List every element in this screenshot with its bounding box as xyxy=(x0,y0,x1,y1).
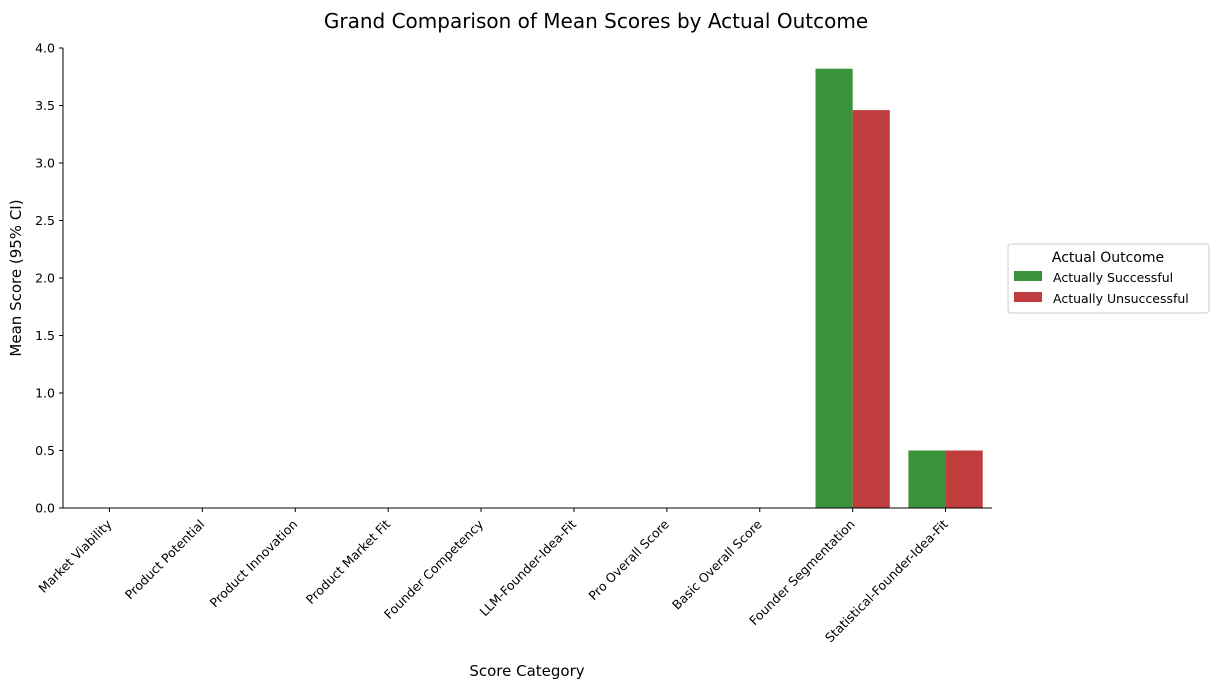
y-tick-label: 0.5 xyxy=(35,443,55,458)
bar-actually-successful-founder-segmentation xyxy=(815,68,853,508)
legend: Actual Outcome Actually Successful Actua… xyxy=(1007,243,1210,314)
y-tick-label: 4.0 xyxy=(35,41,55,56)
x-tick-label-product-innovation: Product Innovation xyxy=(207,517,301,611)
x-axis: Market Viability Product Potential Product… xyxy=(35,507,992,645)
legend-swatch-actually-successful xyxy=(1014,271,1042,281)
legend-frame xyxy=(1007,243,1210,314)
bar-actually-unsuccessful-founder-segmentation xyxy=(852,110,890,508)
x-tick-label-product-potential: Product Potential xyxy=(122,517,208,603)
y-tick-label: 0.0 xyxy=(35,501,55,516)
bars-group xyxy=(815,68,983,508)
bar-actually-unsuccessful-statistical-founder-idea-fit xyxy=(945,450,983,508)
chart-title: Grand Comparison of Mean Scores by Actua… xyxy=(324,9,868,33)
y-axis: 0.0 0.5 1.0 1.5 2.0 2.5 3.0 3.5 4.0 xyxy=(35,41,64,516)
x-tick-label-product-market-fit: Product Market Fit xyxy=(303,516,394,607)
y-axis-label: Mean Score (95% CI) xyxy=(7,199,25,356)
x-tick-label-founder-segmentation: Founder Segmentation xyxy=(746,517,858,629)
x-tick-label-market-viability: Market Viability xyxy=(35,516,115,596)
x-tick-label-llm-founder-idea-fit: LLM-Founder-Idea-Fit xyxy=(476,516,579,619)
y-tick-label: 1.0 xyxy=(35,386,55,401)
y-tick-label: 2.0 xyxy=(35,271,55,286)
x-tick-label-founder-competency: Founder Competency xyxy=(381,516,487,622)
x-axis-label: Score Category xyxy=(469,662,584,680)
y-tick-label: 3.5 xyxy=(35,98,55,113)
y-tick-label: 1.5 xyxy=(35,328,55,343)
legend-title: Actual Outcome xyxy=(1052,250,1164,266)
legend-swatch-actually-unsuccessful xyxy=(1014,292,1042,302)
bar-actually-successful-statistical-founder-idea-fit xyxy=(908,450,946,508)
x-tick-label-pro-overall-score: Pro Overall Score xyxy=(585,516,672,603)
legend-label-actually-unsuccessful: Actually Unsuccessful xyxy=(1053,291,1189,306)
x-tick-label-basic-overall-score: Basic Overall Score xyxy=(669,516,765,612)
legend-label-actually-successful: Actually Successful xyxy=(1053,270,1173,285)
y-tick-label: 2.5 xyxy=(35,213,55,228)
y-tick-label: 3.0 xyxy=(35,156,55,171)
